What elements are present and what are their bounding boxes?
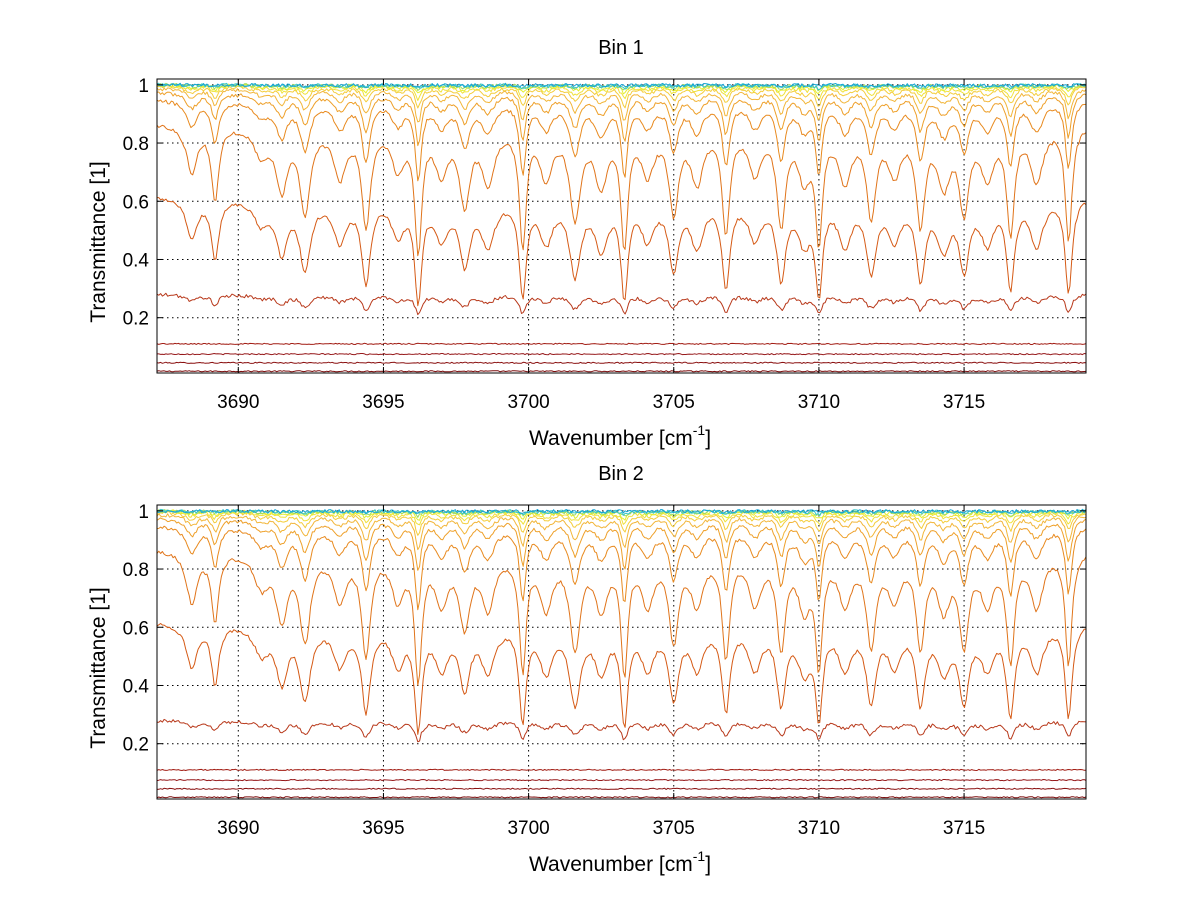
y-axis-label: Transmittance [1] bbox=[87, 161, 110, 322]
spectrum-series-line bbox=[156, 517, 1087, 571]
spectrum-series-line bbox=[156, 623, 1087, 735]
x-axis-label: Wavenumber [cm-1] bbox=[529, 422, 711, 450]
chart-panel-bin-1: Bin 1 3690 3695 3700 3705 3710 3715 0.2 0.4 0.6… bbox=[87, 37, 1087, 450]
spectrum-series-line bbox=[156, 508, 1087, 516]
x-tick-label: 3695 bbox=[362, 392, 404, 413]
x-tick-label: 3700 bbox=[507, 818, 549, 839]
x-tick-label: 3715 bbox=[943, 818, 985, 839]
grid-lines bbox=[157, 79, 1086, 373]
x-axis-label-text: Wavenumber [cm bbox=[529, 853, 693, 876]
spectrum-series-line bbox=[156, 82, 1087, 90]
spectrum-series-line bbox=[156, 87, 1087, 123]
x-axis-label-close: ] bbox=[705, 853, 711, 876]
spectra-series bbox=[156, 82, 1087, 373]
spectrum-series-line bbox=[156, 779, 1087, 782]
spectrum-series-line bbox=[156, 91, 1087, 147]
y-axis-ticks: 0.2 0.4 0.6 0.8 1 bbox=[123, 502, 1086, 756]
spectrum-series-line bbox=[156, 513, 1087, 551]
y-tick-label: 0.4 bbox=[123, 676, 150, 697]
spectrum-series-line bbox=[156, 509, 1087, 521]
spectrum-series-line bbox=[156, 796, 1087, 799]
x-axis-ticks: 3690 3695 3700 3705 3710 3715 bbox=[217, 79, 985, 413]
spectrum-series-line bbox=[156, 787, 1087, 790]
y-tick-label: 0.2 bbox=[123, 735, 149, 756]
x-tick-label: 3700 bbox=[507, 392, 549, 413]
spectrum-series-line bbox=[156, 361, 1087, 364]
spectrum-series-line bbox=[156, 292, 1087, 316]
x-axis-label: Wavenumber [cm-1] bbox=[529, 848, 711, 876]
spectrum-series-line bbox=[157, 353, 1087, 356]
x-axis-ticks: 3690 3695 3700 3705 3710 3715 bbox=[217, 505, 985, 839]
x-tick-label: 3715 bbox=[943, 392, 985, 413]
x-tick-label: 3710 bbox=[798, 818, 840, 839]
chart-title: Bin 1 bbox=[598, 37, 644, 59]
x-axis-label-superscript: -1 bbox=[693, 422, 706, 438]
spectrum-series-line bbox=[156, 768, 1087, 771]
y-axis-ticks: 0.2 0.4 0.6 0.8 1 bbox=[123, 76, 1086, 330]
spectrum-series-line bbox=[156, 525, 1087, 611]
spectrum-series-line bbox=[156, 84, 1087, 101]
spectrum-series-line bbox=[157, 197, 1087, 307]
spectrum-series-line bbox=[156, 124, 1087, 257]
grid-lines bbox=[157, 505, 1086, 799]
x-tick-label: 3690 bbox=[217, 818, 259, 839]
axes-frame bbox=[156, 504, 1087, 800]
spectrum-series-line bbox=[156, 82, 1087, 89]
x-axis-label-text: Wavenumber [cm bbox=[529, 427, 693, 450]
chart-title: Bin 2 bbox=[598, 463, 644, 485]
y-axis-label: Transmittance [1] bbox=[87, 587, 110, 748]
y-tick-label: 1 bbox=[138, 76, 149, 97]
spectrum-series-line bbox=[156, 342, 1087, 345]
x-tick-label: 3705 bbox=[653, 392, 695, 413]
y-tick-label: 0.4 bbox=[123, 250, 150, 271]
spectrum-series-line bbox=[156, 508, 1087, 515]
y-tick-label: 0.6 bbox=[123, 192, 149, 213]
x-tick-label: 3695 bbox=[362, 818, 404, 839]
x-axis-label-close: ] bbox=[705, 427, 711, 450]
spectrum-series-line bbox=[156, 718, 1087, 743]
spectra-series bbox=[156, 508, 1087, 799]
y-tick-label: 1 bbox=[138, 502, 149, 523]
x-tick-label: 3690 bbox=[217, 392, 259, 413]
y-tick-label: 0.2 bbox=[123, 309, 149, 330]
x-axis-label-superscript: -1 bbox=[693, 848, 706, 864]
x-tick-label: 3705 bbox=[653, 818, 695, 839]
spectrum-series-line bbox=[156, 511, 1087, 536]
y-tick-label: 0.8 bbox=[123, 560, 149, 581]
spectrum-series-line bbox=[156, 370, 1087, 373]
y-tick-label: 0.8 bbox=[123, 134, 149, 155]
spectrum-series-line bbox=[156, 99, 1087, 182]
chart-panel-bin-2: Bin 2 3690 3695 3700 3705 3710 3715 0.2 0.4 0.6… bbox=[87, 463, 1087, 876]
spectrum-series-line bbox=[156, 550, 1087, 686]
x-tick-label: 3710 bbox=[798, 392, 840, 413]
y-tick-label: 0.6 bbox=[123, 618, 149, 639]
spectrum-series-line bbox=[156, 84, 1087, 109]
axes-frame bbox=[156, 78, 1087, 374]
